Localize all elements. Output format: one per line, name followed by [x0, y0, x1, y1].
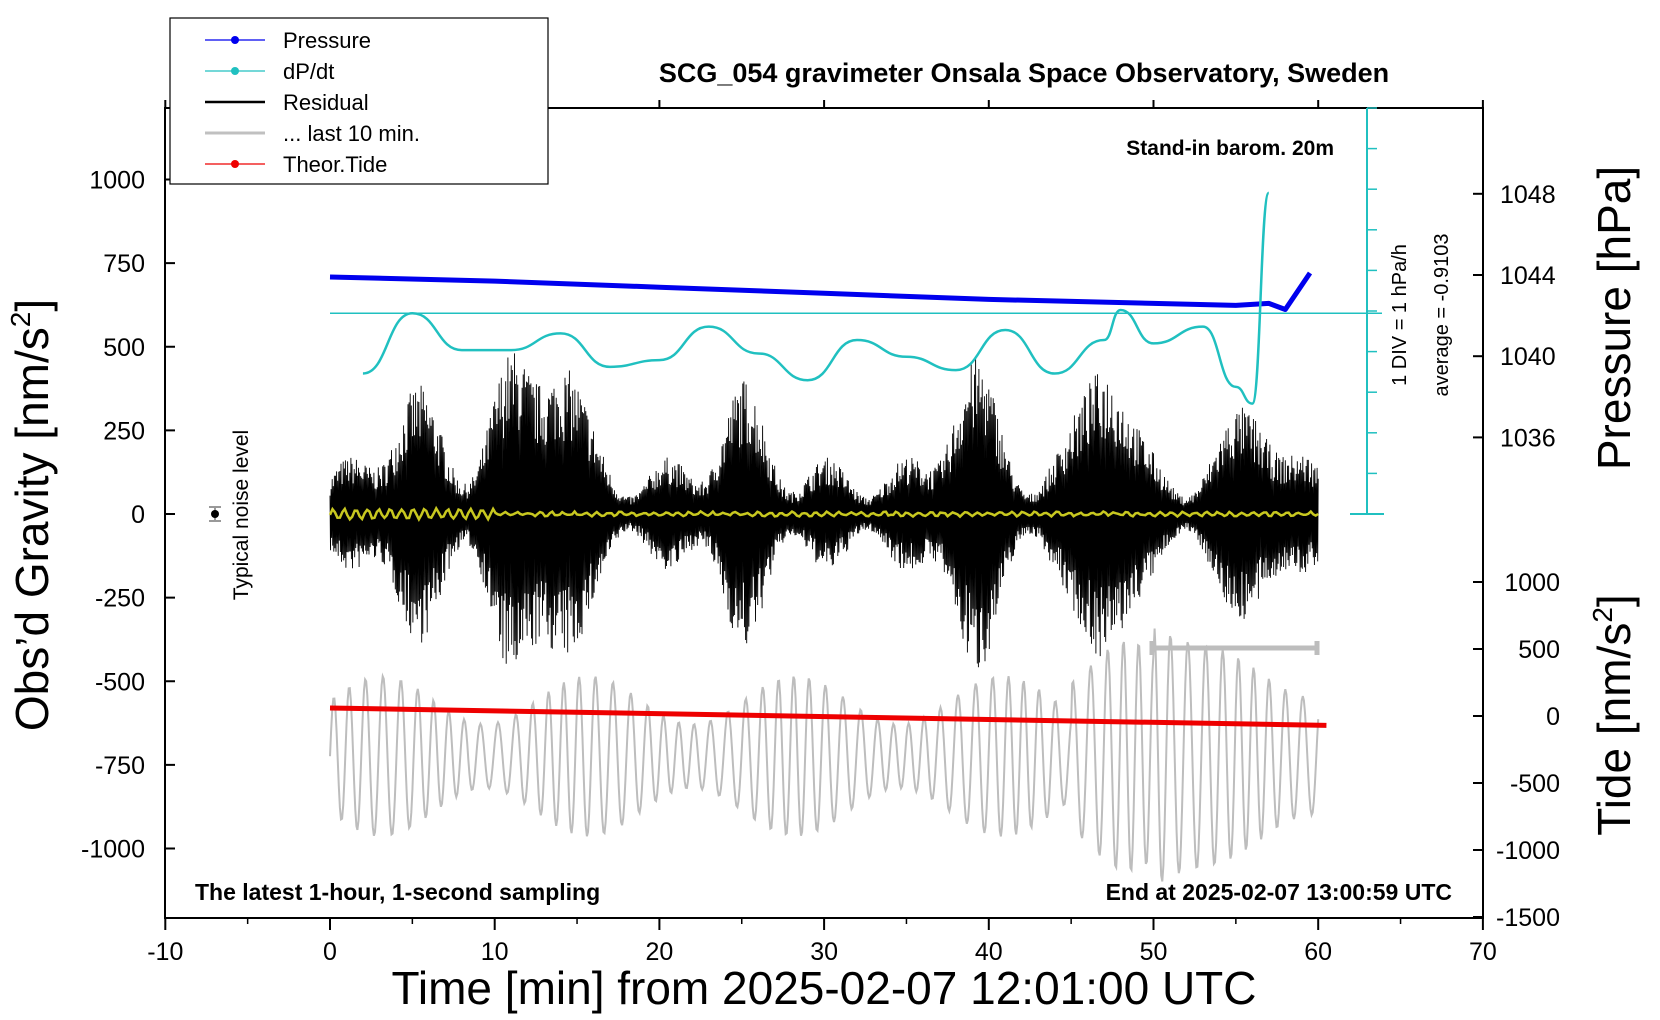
left-tick-label: 0: [131, 501, 145, 529]
last-10-min-line: [329, 628, 1320, 882]
x-tick-label: 60: [1304, 938, 1332, 966]
chart-title: SCG_054 gravimeter Onsala Space Observat…: [659, 58, 1389, 88]
tide-tick-label: 500: [1518, 636, 1560, 664]
footer-right: End at 2025-02-07 13:00:59 UTC: [1106, 879, 1452, 905]
legend: Pressure dP/dt Residual ... last 10 min. The…: [169, 17, 549, 185]
legend-marker: [231, 36, 239, 44]
left-axis-label: Obs’d Gravity [nm/s2]: [5, 299, 58, 731]
tide-tick-label: -500: [1510, 770, 1560, 798]
left-tick-label: 500: [103, 334, 145, 362]
theor-tide-line: [329, 705, 1327, 728]
left-tick-label: 250: [103, 417, 145, 445]
dpdt-series: [330, 191, 1382, 405]
left-tick-label: -750: [95, 752, 145, 780]
pressure-tick-label: 1036: [1500, 424, 1556, 452]
left-tick-label: 750: [103, 250, 145, 278]
average-label: average = -0.9103: [1431, 234, 1453, 397]
x-tick-label: 50: [1140, 938, 1168, 966]
pressure-tick-label: 1048: [1500, 181, 1556, 209]
residual-series: [328, 353, 1319, 668]
pressure-tick-label: 1040: [1500, 343, 1556, 371]
pressure-axis: 1048 1044 1040 1036: [1473, 181, 1556, 452]
barometer-note: Stand-in barom. 20m: [1126, 137, 1334, 160]
tide-axis-label: Tide [nm/s2]: [1587, 594, 1640, 835]
tide-tick-label: 0: [1546, 703, 1560, 731]
legend-marker: [231, 160, 239, 168]
tide-tick-label: -1500: [1496, 904, 1560, 932]
last-10-min-bracket: [1149, 641, 1320, 655]
theor-tide-series: [329, 705, 1327, 728]
tide-tick-label: 1000: [1504, 569, 1560, 597]
left-tick-label: 1000: [89, 167, 145, 195]
footer-left: The latest 1-hour, 1-second sampling: [195, 879, 600, 905]
x-axis-label: Time [min] from 2025-02-07 12:01:00 UTC: [392, 962, 1257, 1014]
pressure-series: [329, 271, 1313, 312]
noise-level-label: Typical noise level: [230, 430, 253, 600]
x-tick-label: 10: [481, 938, 509, 966]
x-tick-label: -10: [147, 938, 183, 966]
x-tick-label: 40: [975, 938, 1003, 966]
x-axis: -10 0 10 20 30 40 50 60 70: [147, 100, 1497, 966]
legend-label: Theor.Tide: [283, 152, 387, 177]
legend-label: Residual: [283, 90, 369, 115]
residual-smooth-line: [328, 505, 1319, 522]
tide-axis: 1000 500 0 -500 -1000 -1500: [1473, 569, 1560, 932]
pressure-tick-label: 1044: [1500, 262, 1556, 290]
x-tick-label: 30: [810, 938, 838, 966]
pressure-axis-label: Pressure [hPa]: [1588, 166, 1640, 470]
legend-marker: [231, 67, 239, 75]
residual-line: [329, 353, 1319, 668]
legend-label: dP/dt: [283, 59, 334, 84]
left-tick-label: -500: [95, 668, 145, 696]
dpdt-scale-bar: [1350, 107, 1384, 515]
left-tick-label: -1000: [81, 836, 145, 864]
tide-tick-label: -1000: [1496, 837, 1560, 865]
x-tick-label: 0: [323, 938, 337, 966]
left-tick-label: -250: [95, 585, 145, 613]
last-10-min-series: [329, 628, 1320, 882]
legend-label: Pressure: [283, 28, 371, 53]
x-tick-label: 20: [645, 938, 673, 966]
dpdt-line: [362, 191, 1271, 405]
legend-label: ... last 10 min.: [283, 121, 420, 146]
x-tick-label: 70: [1469, 938, 1497, 966]
pressure-line: [329, 271, 1313, 312]
left-y-axis: 1000 750 500 250 0 -250 -500 -750 -1000: [81, 167, 175, 864]
noise-level-marker: [209, 506, 221, 522]
div-label: 1 DIV = 1 hPa/h: [1389, 244, 1411, 386]
